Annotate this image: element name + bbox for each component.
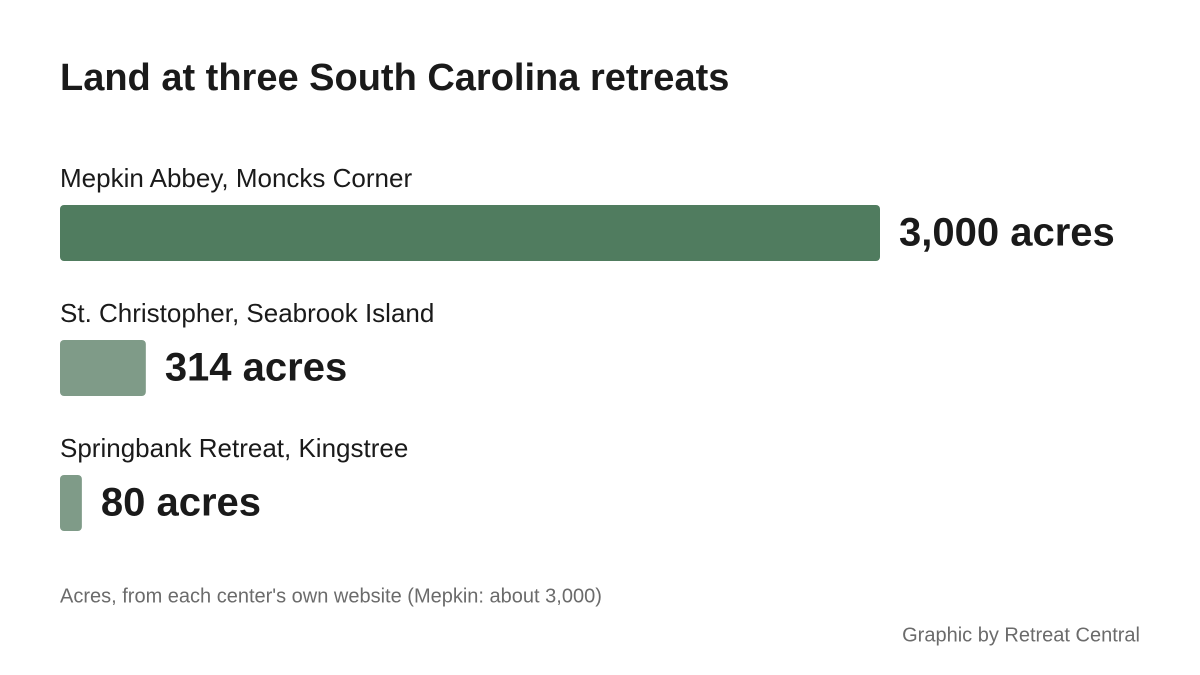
value-label: 80 acres xyxy=(101,481,261,525)
value-label: 3,000 acres xyxy=(899,211,1115,255)
category-label: Mepkin Abbey, Moncks Corner xyxy=(60,163,412,193)
bar xyxy=(60,340,146,396)
bar xyxy=(60,475,82,531)
category-label: St. Christopher, Seabrook Island xyxy=(60,298,434,328)
bar xyxy=(60,205,880,261)
value-label: 314 acres xyxy=(165,346,347,390)
note: Acres, from each center's own website (M… xyxy=(60,585,602,607)
credit: Graphic by Retreat Central xyxy=(902,624,1140,646)
category-label: Springbank Retreat, Kingstree xyxy=(60,433,408,463)
chart-title: Land at three South Carolina retreats xyxy=(60,57,729,99)
